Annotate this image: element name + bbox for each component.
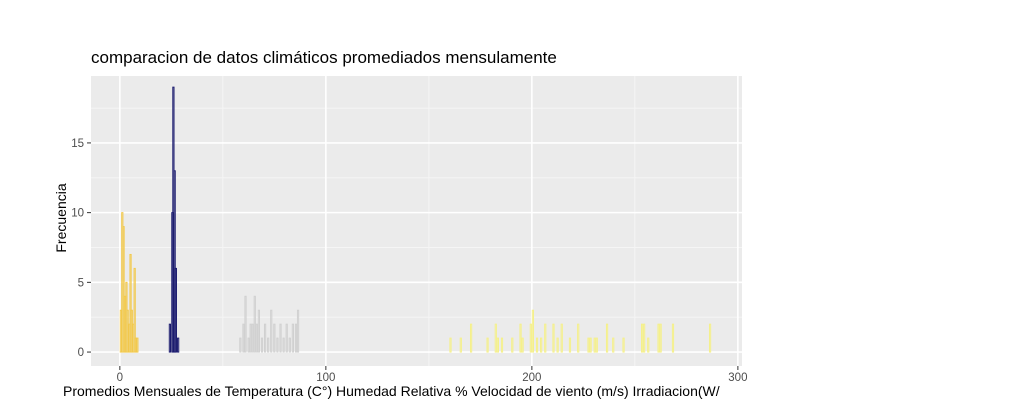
histogram-bar — [288, 337, 291, 353]
histogram-bar — [511, 337, 514, 353]
histogram-bar — [577, 323, 580, 353]
x-axis: 0 100 200 300 — [117, 366, 747, 384]
histogram-bar — [122, 226, 125, 353]
histogram-bar — [469, 323, 473, 353]
histogram-bar — [136, 337, 139, 353]
histogram-bar — [560, 323, 563, 353]
histogram-bar — [174, 267, 177, 353]
histogram-bar — [708, 323, 712, 353]
histogram-bar — [595, 337, 598, 353]
histogram-bar — [486, 337, 489, 353]
histogram-bar — [529, 323, 532, 353]
histogram-bar — [519, 323, 522, 353]
y-axis: 0 5 10 15 — [71, 138, 91, 359]
histogram-bar — [249, 323, 252, 353]
histogram-bar — [242, 323, 245, 353]
histogram-bar — [255, 323, 258, 353]
histogram-bar — [552, 323, 555, 353]
minor-gridlines — [91, 76, 742, 366]
histogram-bar — [643, 323, 646, 353]
histogram-bar — [612, 337, 615, 353]
histogram-bar — [270, 309, 273, 353]
histogram-bar — [247, 337, 250, 353]
y-axis-title: Frecuencia — [53, 183, 69, 253]
histogram-bar — [494, 323, 497, 353]
histogram-bar — [459, 337, 462, 353]
histogram-bar — [647, 337, 650, 353]
histogram-bar — [568, 337, 572, 353]
histogram-bar — [540, 337, 543, 353]
histogram-bar — [282, 337, 285, 353]
histogram-bar — [251, 323, 254, 353]
histogram-bar — [129, 253, 132, 353]
histogram-bar — [605, 323, 609, 353]
histogram-bar — [260, 337, 264, 353]
histogram-bar — [500, 337, 504, 353]
chart-title: comparacion de datos climáticos promedia… — [91, 48, 557, 67]
bars-layer — [119, 86, 712, 353]
y-tick-label: 0 — [78, 347, 84, 359]
y-tick-label: 10 — [71, 208, 84, 220]
histogram-bar — [267, 337, 270, 353]
histogram-bar — [294, 323, 298, 353]
histogram-bar — [544, 323, 547, 353]
histogram-bar — [657, 323, 660, 353]
histogram-bar — [622, 337, 625, 353]
histogram-bar — [296, 309, 300, 353]
histogram-bar — [177, 337, 180, 353]
histogram-bar — [640, 323, 644, 353]
x-tick-label: 100 — [316, 372, 335, 384]
histogram-bar — [244, 295, 247, 353]
histogram-bar — [531, 309, 534, 353]
plot-panel — [91, 76, 742, 366]
histogram-bar — [257, 309, 260, 353]
histogram-bar — [589, 337, 592, 353]
y-tick-label: 5 — [78, 277, 84, 289]
histogram-bar — [671, 323, 675, 353]
histogram-bar — [173, 170, 176, 353]
histogram-bar — [496, 337, 499, 353]
histogram-bar — [285, 323, 288, 353]
histogram-bar — [263, 323, 267, 353]
histogram-bar — [659, 323, 662, 353]
x-tick-label: 300 — [728, 372, 747, 384]
histogram-bar — [593, 337, 596, 353]
x-axis-title: Promedios Mensuales de Temperatura (C°) … — [63, 383, 720, 399]
histogram-bar — [535, 337, 539, 353]
x-tick-label: 200 — [522, 372, 541, 384]
histogram-bar — [521, 337, 524, 353]
histogram-bar — [556, 337, 559, 353]
histogram-bar — [291, 323, 294, 353]
histogram-bar — [168, 323, 172, 353]
histogram-bar — [133, 267, 136, 353]
x-tick-label: 0 — [117, 372, 123, 384]
histogram-bar — [279, 323, 282, 353]
histogram-bar — [276, 337, 279, 353]
y-tick-label: 15 — [71, 138, 84, 150]
histogram-bar — [587, 337, 590, 353]
histogram-bar — [239, 337, 242, 353]
histogram-bar — [253, 295, 256, 353]
major-gridlines — [91, 76, 742, 366]
histogram-bar — [273, 323, 276, 353]
histogram-bar — [449, 337, 452, 353]
